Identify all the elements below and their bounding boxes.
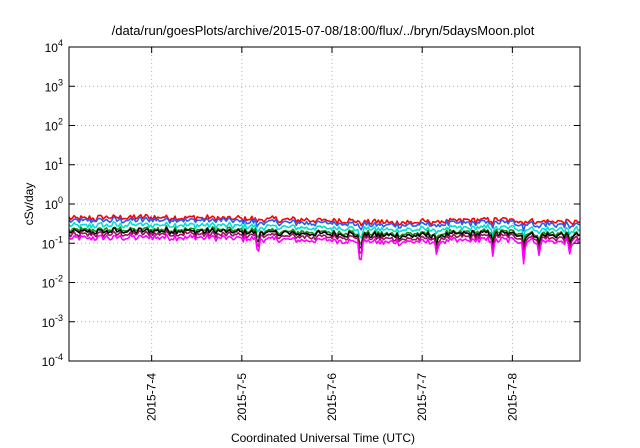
y-tick-label: 10-3: [42, 313, 63, 330]
x-tick-label: 2015-7-7: [415, 373, 429, 421]
x-tick-label: 2015-7-4: [145, 373, 159, 421]
y-tick-label: 101: [45, 156, 63, 173]
y-tick-label: 103: [45, 77, 63, 94]
y-tick-label: 102: [45, 117, 63, 134]
series-line: [68, 227, 581, 251]
y-tick-label: 100: [45, 195, 63, 212]
x-axis: 2015-7-4 2015-7-5 2015-7-6 2015-7-7 2015-7-8: [145, 47, 519, 421]
series-line: [68, 224, 581, 247]
series-line: [68, 229, 581, 259]
y-axis: 104 103 102 101 100 10-1 10-2 10-3 10-4: [42, 38, 580, 369]
series-line: [68, 220, 581, 239]
grid: [69, 47, 580, 361]
y-axis-label: cSv/day: [22, 183, 36, 226]
series-line: [68, 213, 581, 227]
x-axis-label: Coordinated Universal Time (UTC): [231, 431, 415, 445]
series-group: [68, 213, 581, 265]
series-line: [68, 233, 581, 265]
y-tick-label: 10-2: [42, 274, 63, 291]
y-tick-label: 10-4: [42, 352, 63, 369]
series-line: [68, 216, 581, 232]
y-tick-label: 10-1: [42, 234, 63, 251]
y-tick-label: 104: [45, 38, 63, 55]
x-tick-label: 2015-7-5: [235, 373, 249, 421]
chart-title: /data/run/goesPlots/archive/2015-07-08/1…: [112, 23, 535, 38]
x-tick-label: 2015-7-6: [325, 373, 339, 421]
x-tick-label: 2015-7-8: [505, 373, 519, 421]
